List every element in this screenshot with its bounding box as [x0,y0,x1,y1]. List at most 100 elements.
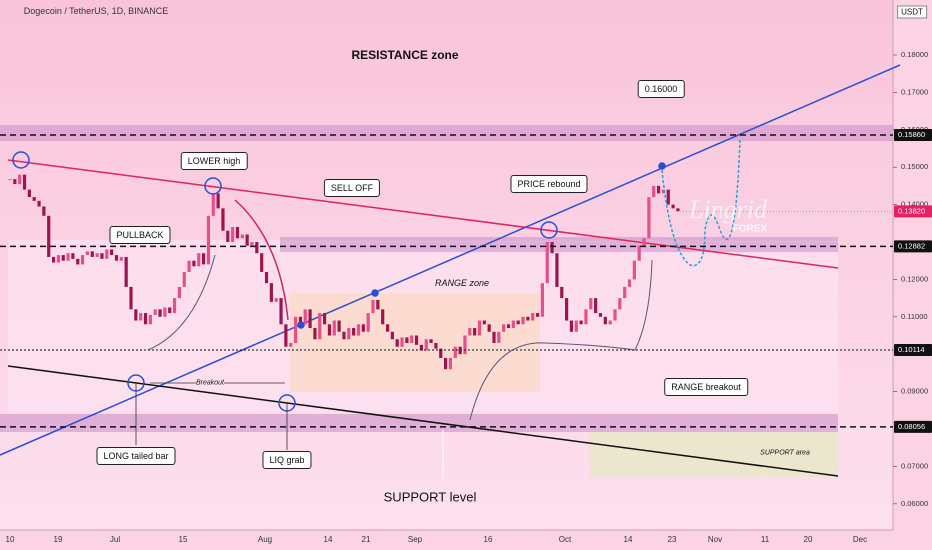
support-trendline [7,365,839,477]
x-tick-label: Nov [708,535,722,544]
candle [453,346,457,358]
candle [603,316,607,325]
y-tick-label: 0.11000 [901,312,928,321]
x-tick-label: Aug [258,535,272,544]
candle [390,331,394,340]
watermark: Lingrid [688,195,768,224]
annotation: RANGE zone [434,278,490,288]
down-trendline [7,159,839,269]
candle [424,339,428,351]
candle [274,298,278,302]
candle [284,324,288,347]
y-tick-label: 0.18000 [901,50,928,59]
candle [352,328,356,336]
candle [313,328,317,340]
x-tick-label: 14 [324,535,333,544]
x-tick-label: 15 [179,535,188,544]
level-label: 0.15860 [898,130,925,139]
y-tick-label: 0.17000 [901,87,928,96]
annotation: SUPPORT area [760,449,810,457]
candle [502,324,506,332]
y-tick-label: 0.12000 [901,274,928,283]
candle [381,309,385,325]
candle [574,320,578,332]
candle [608,320,612,325]
candle [506,324,511,329]
candle [584,309,588,325]
x-tick-label: 19 [54,535,63,544]
price-axis [893,0,932,550]
x-tick-label: 20 [804,535,813,544]
candle [589,298,593,310]
last-price-tag [894,205,932,218]
candle [221,208,225,231]
candle [264,271,269,284]
y-tick-label: 0.09000 [901,387,928,396]
candle [71,253,75,259]
candle [482,320,486,325]
candle [202,253,206,265]
candle [298,316,302,325]
candle [76,258,80,265]
candle [337,320,341,332]
candle [458,346,462,355]
annotation: Breakout [195,379,225,387]
candle [177,286,181,299]
candle [37,200,41,207]
candle [47,215,51,257]
candle [477,320,482,336]
candle [100,253,104,259]
candle [661,189,665,194]
level-tag [894,343,932,356]
candle [85,251,90,256]
x-tick-label: Sep [408,535,423,544]
level-tag [894,129,932,142]
candle [405,337,409,343]
candle [119,256,123,261]
pivot-band [280,237,838,252]
candle [95,253,99,257]
candle [56,255,60,263]
candle [366,313,370,332]
candle [318,313,322,340]
x-tick-label: 11 [761,535,770,544]
candle [226,230,230,242]
candle [347,328,351,340]
x-tick-label: 21 [362,535,371,544]
marks [8,174,680,370]
candle [216,193,220,209]
candle [129,286,133,310]
candle [540,283,544,317]
candle [531,313,535,321]
annotation: 0.16000 [637,80,685,98]
annotation: PRICE rebound [510,175,588,193]
candle [231,227,235,242]
candle [473,328,477,336]
candle [18,174,22,185]
candle [444,357,448,370]
candle [550,241,554,254]
candle [545,241,549,284]
candle [361,324,365,332]
candle [289,342,293,347]
candle [260,253,264,272]
candle [623,286,627,299]
annotation: SELL OFF [323,179,381,197]
candle [521,316,525,325]
support-band [0,414,838,432]
candle [410,335,414,343]
candle [206,215,211,265]
level-label: 0.08056 [898,422,925,431]
x-tick-label: Jul [110,535,120,544]
candle [13,179,17,185]
candle [139,313,143,321]
candle [143,313,148,325]
annotation: LONG tailed bar [96,447,176,465]
markers [12,151,666,412]
candle [555,253,559,287]
candle [211,193,215,216]
y-tick-label: 0.07000 [901,461,928,470]
candle [197,253,201,267]
